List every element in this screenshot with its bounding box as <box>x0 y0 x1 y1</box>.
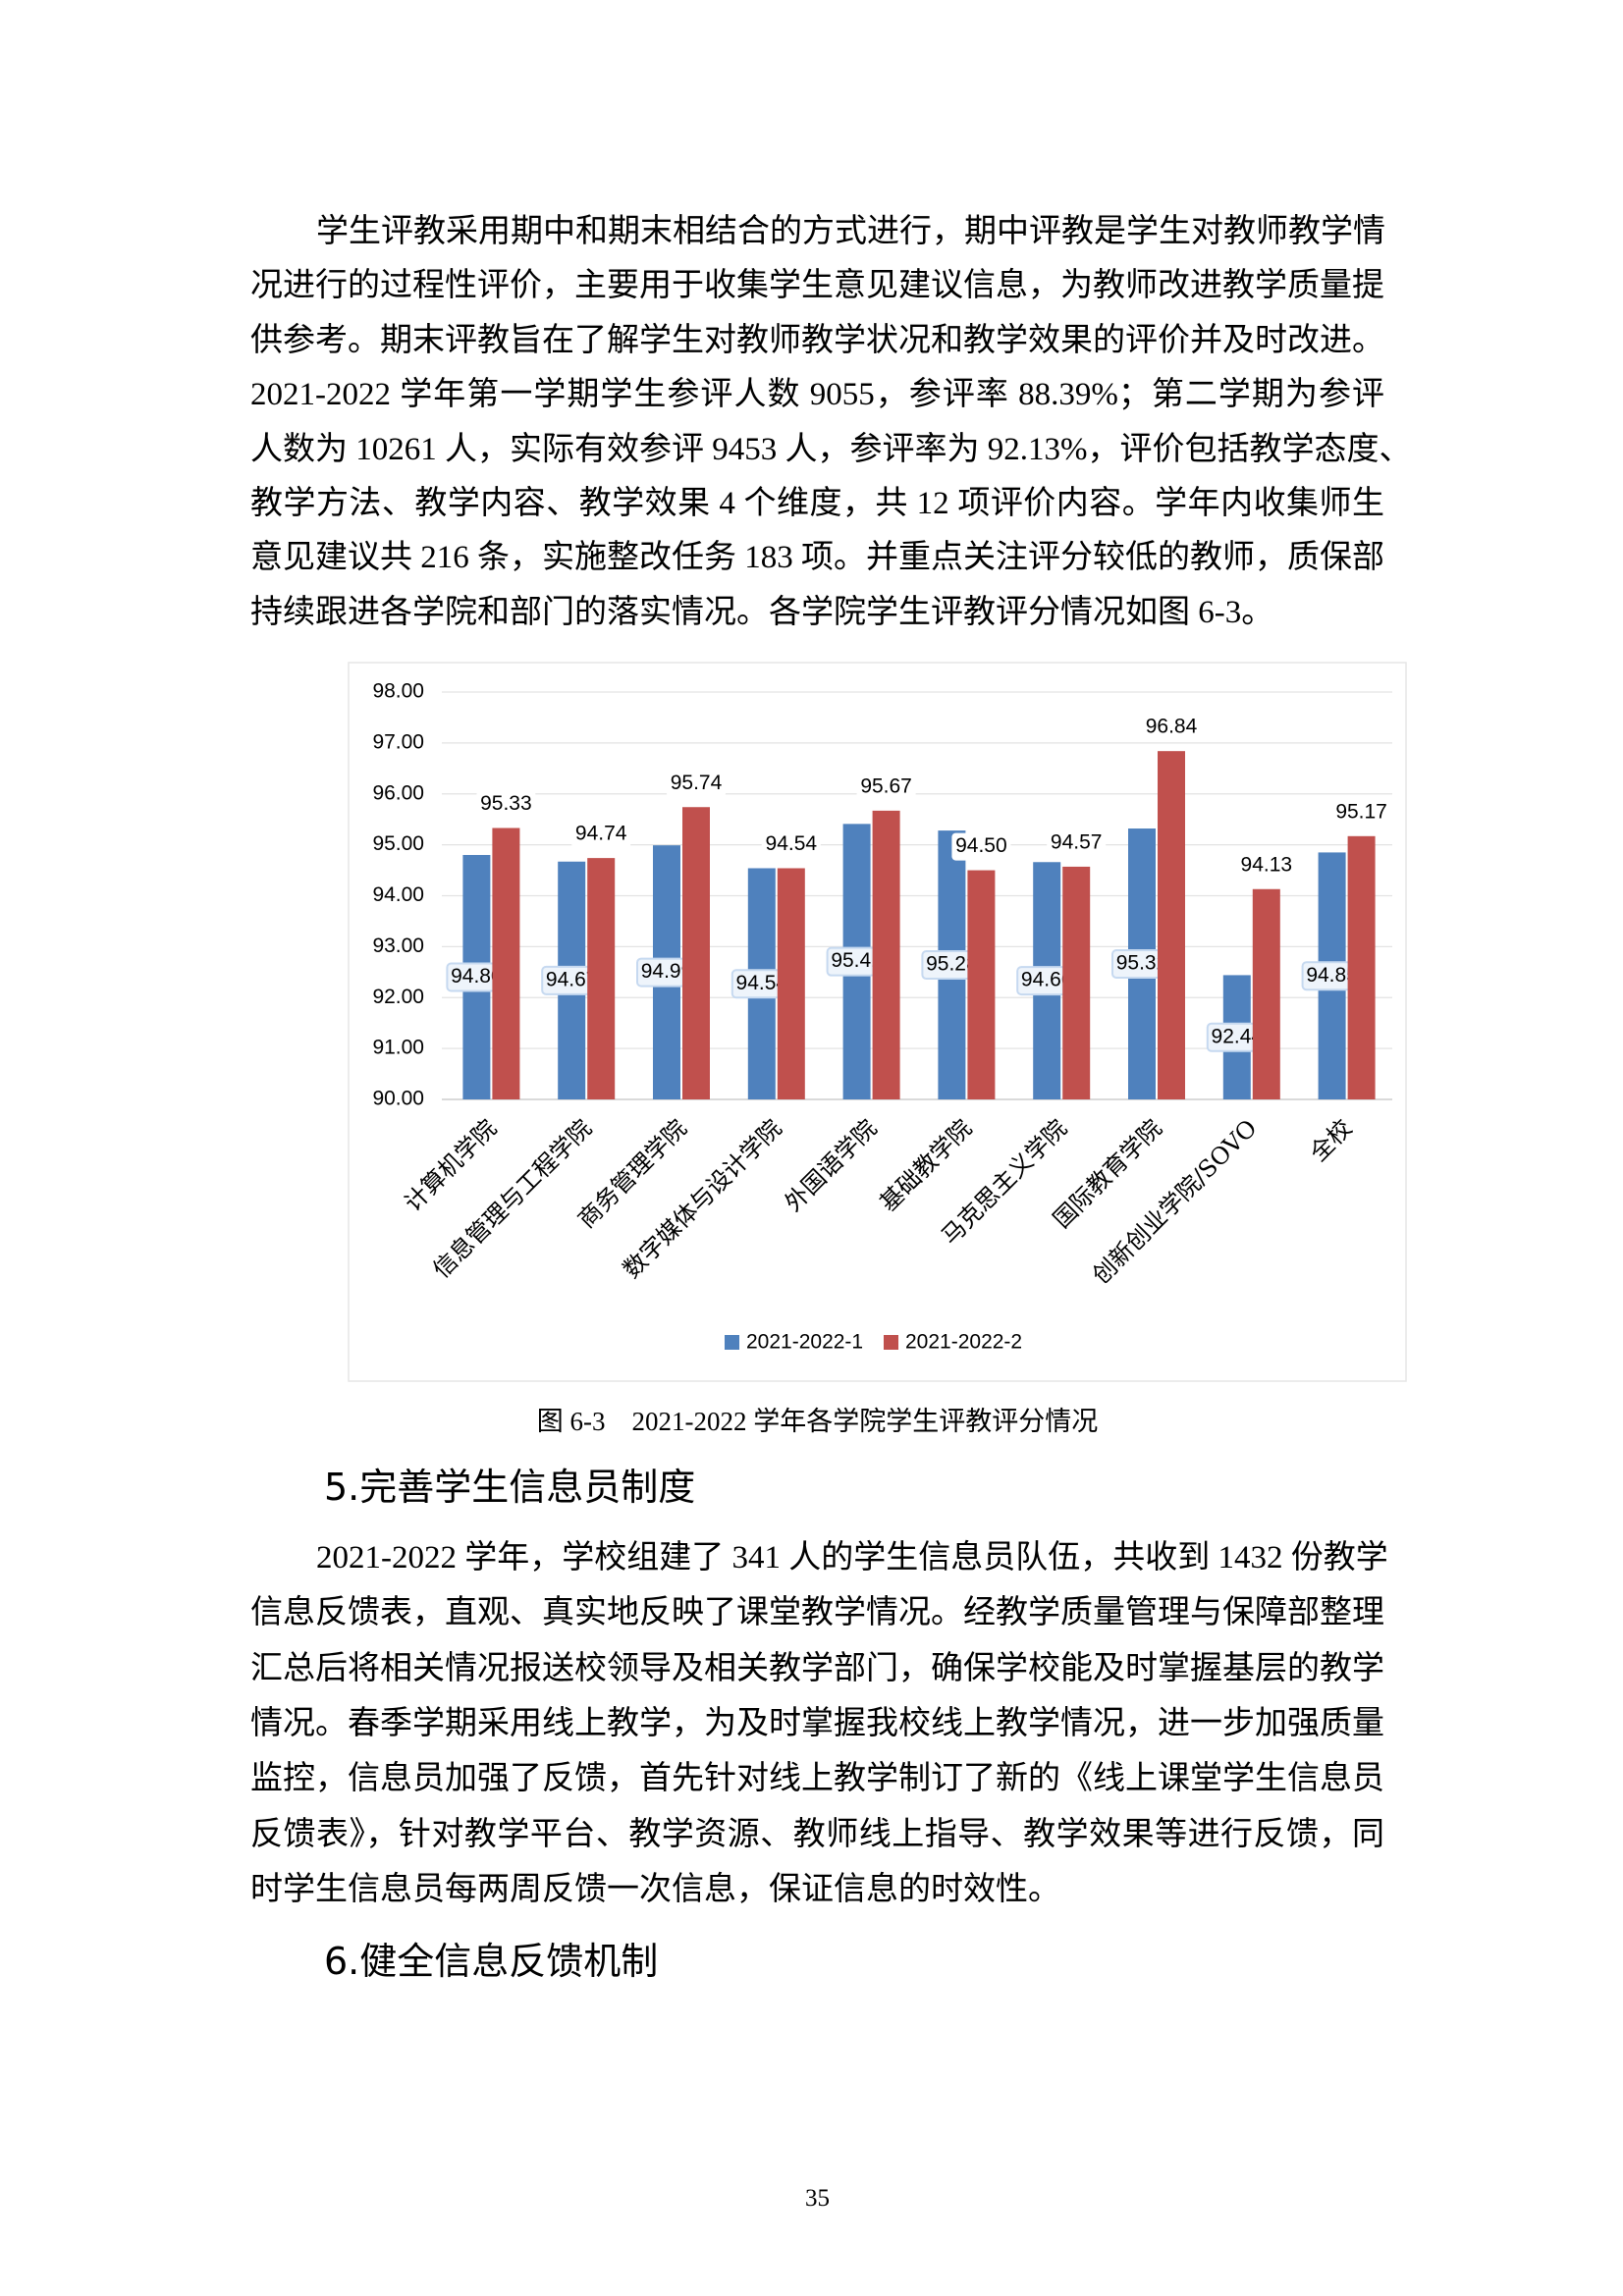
value-label: 92.44 <box>1212 1025 1264 1047</box>
legend-label: 2021-2022-2 <box>905 1331 1022 1354</box>
y-tick-label: 94.00 <box>372 883 424 906</box>
value-label: 94.50 <box>955 834 1007 857</box>
text-line: 持续跟进各学院和部门的落实情况。各学院学生评教评分情况如图 6-3。 <box>250 594 1274 630</box>
value-label: 95.33 <box>480 792 532 815</box>
value-label: 94.54 <box>766 832 818 855</box>
bar <box>872 810 900 1099</box>
y-tick-label: 91.00 <box>372 1037 424 1059</box>
text-line: 意见建议共 216 条，实施整改任务 183 项。并重点关注评分较低的教师，质保… <box>250 540 1384 576</box>
y-tick-label: 92.00 <box>372 986 424 1008</box>
value-label: 94.13 <box>1241 853 1293 876</box>
bar <box>777 868 805 1099</box>
value-label: 95.74 <box>671 772 723 794</box>
value-label: 94.54 <box>736 972 788 994</box>
bar <box>1252 888 1280 1099</box>
figure-caption: 图 6-3 2021-2022 学年各学院学生评教评分情况 <box>536 1407 1099 1436</box>
text-line: 监控，信息员加强了反馈，首先针对线上教学制订了新的《线上课堂学生信息员 <box>250 1761 1384 1797</box>
legend-label: 2021-2022-1 <box>746 1331 863 1354</box>
value-label: 94.57 <box>1051 830 1103 853</box>
section-heading: 5.完善学生信息员制度 <box>324 1466 696 1509</box>
value-label-box <box>1047 828 1107 857</box>
text-line: 信息反馈表，直观、真实地反映了课堂教学情况。经教学质量管理与保障部整理 <box>250 1595 1384 1631</box>
value-label: 94.80 <box>451 965 503 988</box>
text-line: 反馈表》，针对教学平台、教学资源、教师线上指导、教学效果等进行反馈，同 <box>250 1816 1384 1852</box>
bar <box>967 870 996 1099</box>
text-line: 供参考。期末评教旨在了解学生对教师教学状况和教学效果的评价并及时改进。 <box>250 322 1384 358</box>
text-line: 人数为 10261 人，实际有效参评 9453 人，参评率为 92.13%，评价… <box>250 431 1412 467</box>
value-label-box <box>476 790 536 819</box>
text-line: 教学方法、教学内容、教学效果 4 个维度，共 12 项评价内容。学年内收集师生 <box>250 486 1384 521</box>
value-label: 95.28 <box>926 953 978 976</box>
text-line: 情况。春季学期采用线上教学，为及时掌握我校线上教学情况，进一步加强质量 <box>250 1705 1384 1741</box>
text-line: 汇总后将相关情况报送校领导及相关教学部门，确保学校能及时掌握基层的教学 <box>250 1650 1384 1686</box>
value-label: 94.99 <box>641 960 693 983</box>
value-label: 94.74 <box>575 823 627 845</box>
bar <box>1062 866 1091 1099</box>
legend-swatch <box>884 1335 898 1350</box>
value-label: 94.67 <box>546 968 598 990</box>
value-label-box <box>951 832 1011 861</box>
value-label: 94.66 <box>1021 969 1073 991</box>
value-label-box <box>856 773 916 801</box>
value-label: 95.67 <box>860 774 912 797</box>
value-label-box <box>1142 714 1201 742</box>
value-label-box <box>761 830 821 859</box>
text-line: 2021-2022 学年第一学期学生参评人数 9055，参评率 88.39%；第… <box>250 377 1384 413</box>
text-line: 时学生信息员每两周反馈一次信息，保证信息的时效性。 <box>250 1871 1060 1907</box>
value-label-box <box>571 821 631 849</box>
value-label-box <box>667 770 726 798</box>
value-label: 95.17 <box>1335 800 1387 823</box>
y-tick-label: 90.00 <box>372 1088 424 1110</box>
page-number: 35 <box>805 2185 830 2212</box>
text-line: 学生评教采用期中和期末相结合的方式进行，期中评教是学生对教师教学情 <box>316 214 1385 249</box>
value-label-box <box>1331 798 1391 827</box>
bar <box>587 858 616 1099</box>
value-label-box <box>1236 851 1296 880</box>
value-label: 96.84 <box>1146 716 1198 738</box>
text-line: 2021-2022 学年，学校组建了 341 人的学生信息员队伍，共收到 143… <box>316 1540 1388 1575</box>
y-tick-label: 95.00 <box>372 832 424 855</box>
legend-swatch <box>725 1335 739 1350</box>
bar <box>1158 751 1185 1099</box>
section-heading: 6.健全信息反馈机制 <box>324 1940 659 1983</box>
text-line: 况进行的过程性评价，主要用于收集学生意见建议信息，为教师改进教学质量提 <box>250 268 1384 304</box>
y-tick-label: 93.00 <box>372 934 424 957</box>
bar <box>492 828 520 1099</box>
value-label: 95.41 <box>831 949 883 972</box>
value-label: 95.32 <box>1116 952 1168 975</box>
y-tick-label: 97.00 <box>372 730 424 753</box>
value-label: 94.85 <box>1306 964 1358 987</box>
bar <box>1347 835 1376 1099</box>
y-tick-label: 98.00 <box>372 680 424 703</box>
y-tick-label: 96.00 <box>372 781 424 804</box>
bar <box>682 807 710 1099</box>
